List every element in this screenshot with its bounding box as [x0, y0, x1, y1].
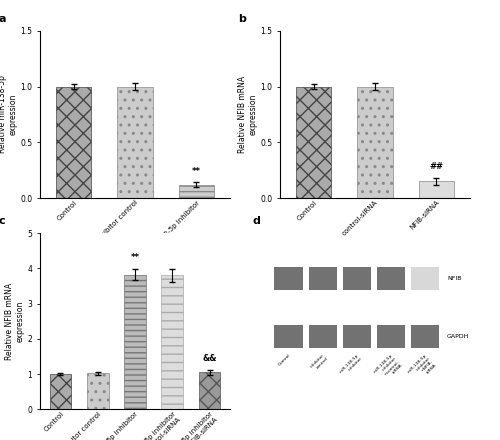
- Bar: [411, 267, 440, 290]
- Bar: [296, 87, 332, 198]
- Text: **: **: [130, 253, 140, 262]
- Bar: [308, 267, 337, 290]
- Bar: [411, 325, 440, 348]
- Text: **: **: [192, 167, 201, 176]
- Text: c: c: [0, 216, 5, 226]
- Bar: [418, 181, 454, 198]
- Bar: [357, 87, 393, 198]
- Text: d: d: [252, 216, 260, 226]
- Y-axis label: Relative NFIB mRNA
expression: Relative NFIB mRNA expression: [238, 76, 258, 153]
- Bar: [342, 325, 371, 348]
- Text: miR-138-5p
inhibitor
+NFIB-
siRNA: miR-138-5p inhibitor +NFIB- siRNA: [407, 353, 438, 383]
- Text: &&: &&: [202, 354, 217, 363]
- Text: miR-138-5p
inhibitor: miR-138-5p inhibitor: [339, 353, 363, 377]
- Y-axis label: Relative miR-138-5p
expression: Relative miR-138-5p expression: [0, 76, 18, 153]
- Bar: [124, 275, 146, 409]
- Text: GAPDH: GAPDH: [447, 334, 469, 339]
- Y-axis label: Relative NFIB mRNA
expression: Relative NFIB mRNA expression: [6, 282, 25, 360]
- Text: Control: Control: [278, 353, 291, 367]
- Text: NFIB: NFIB: [447, 275, 462, 281]
- Bar: [308, 325, 337, 348]
- Bar: [50, 374, 72, 409]
- Bar: [56, 87, 92, 198]
- Text: ##: ##: [430, 162, 444, 171]
- Bar: [162, 275, 183, 409]
- Bar: [117, 87, 153, 198]
- Text: a: a: [0, 14, 6, 24]
- Bar: [198, 372, 220, 409]
- Bar: [376, 325, 406, 348]
- Bar: [376, 267, 406, 290]
- Text: miR-138-5p
inhibitor
+control-
siRNA: miR-138-5p inhibitor +control- siRNA: [373, 353, 404, 383]
- Text: b: b: [238, 14, 246, 24]
- Text: inhibitor
control: inhibitor control: [310, 353, 329, 372]
- Bar: [274, 325, 303, 348]
- Bar: [178, 185, 214, 198]
- Bar: [342, 267, 371, 290]
- Bar: [274, 267, 303, 290]
- Bar: [87, 373, 108, 409]
